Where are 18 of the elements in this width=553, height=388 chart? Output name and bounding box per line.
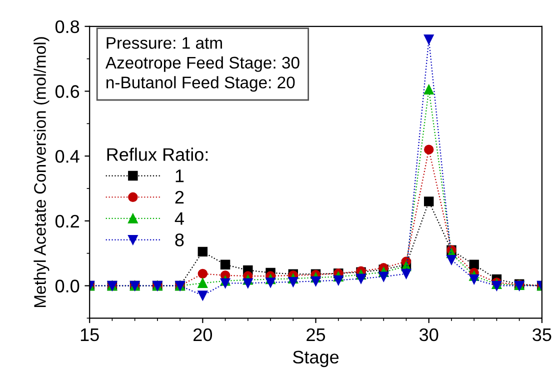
x-tick-label: 20 (194, 328, 212, 342)
x-tick-label: 35 (532, 328, 552, 342)
legend-label: 1 (176, 170, 184, 182)
y-tick-label: 0.6 (55, 85, 80, 98)
legend-title: Reflux Ratio: (107, 148, 208, 161)
annotation: Pressure: 1 atm Azeotrope Feed Stage: 30 n-Butanol Feed Stage: 20 (105, 37, 300, 92)
y-tick-label: 0.4 (55, 150, 80, 163)
legend-label: 2 (175, 190, 184, 204)
y-axis-title: Methyl Acetate Conversion (mol/mol) (34, 37, 50, 308)
legend-label: 8 (175, 234, 184, 246)
x-tick-label: 25 (306, 328, 326, 342)
x-tick-label: 30 (420, 328, 438, 342)
y-tick-label: 0.8 (55, 20, 80, 34)
y-tick-label: 0.2 (55, 214, 79, 228)
legend-label: 4 (174, 212, 184, 225)
x-axis-title: Stage (292, 350, 339, 368)
y-tick-label: 0.0 (55, 280, 80, 292)
x-tick-label: 15 (80, 328, 99, 342)
